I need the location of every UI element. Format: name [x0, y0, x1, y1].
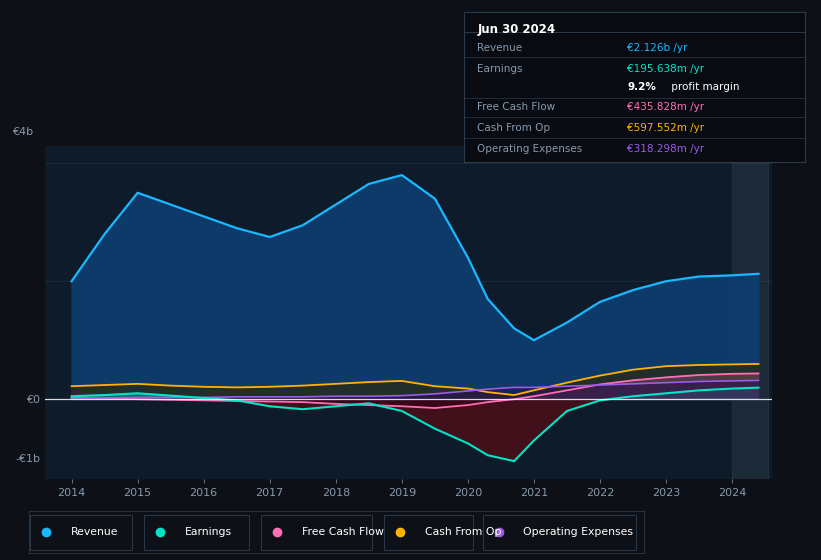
Text: Free Cash Flow: Free Cash Flow — [478, 102, 556, 112]
Text: profit margin: profit margin — [668, 82, 740, 92]
Text: Jun 30 2024: Jun 30 2024 — [478, 23, 556, 36]
Text: €435.828m /yr: €435.828m /yr — [627, 102, 704, 112]
Text: €318.298m /yr: €318.298m /yr — [627, 144, 704, 154]
Text: Revenue: Revenue — [478, 43, 523, 53]
Text: Free Cash Flow: Free Cash Flow — [301, 528, 383, 537]
Text: Operating Expenses: Operating Expenses — [523, 528, 633, 537]
Text: Operating Expenses: Operating Expenses — [478, 144, 583, 154]
Text: Earnings: Earnings — [478, 64, 523, 74]
Text: €195.638m /yr: €195.638m /yr — [627, 64, 704, 74]
Text: Earnings: Earnings — [185, 528, 232, 537]
Text: Cash From Op: Cash From Op — [424, 528, 501, 537]
Text: €4b: €4b — [12, 127, 34, 137]
Text: Cash From Op: Cash From Op — [478, 123, 551, 133]
Text: 9.2%: 9.2% — [627, 82, 656, 92]
Text: Revenue: Revenue — [71, 528, 118, 537]
Text: €2.126b /yr: €2.126b /yr — [627, 43, 688, 53]
Bar — [732, 146, 768, 479]
Text: €597.552m /yr: €597.552m /yr — [627, 123, 704, 133]
